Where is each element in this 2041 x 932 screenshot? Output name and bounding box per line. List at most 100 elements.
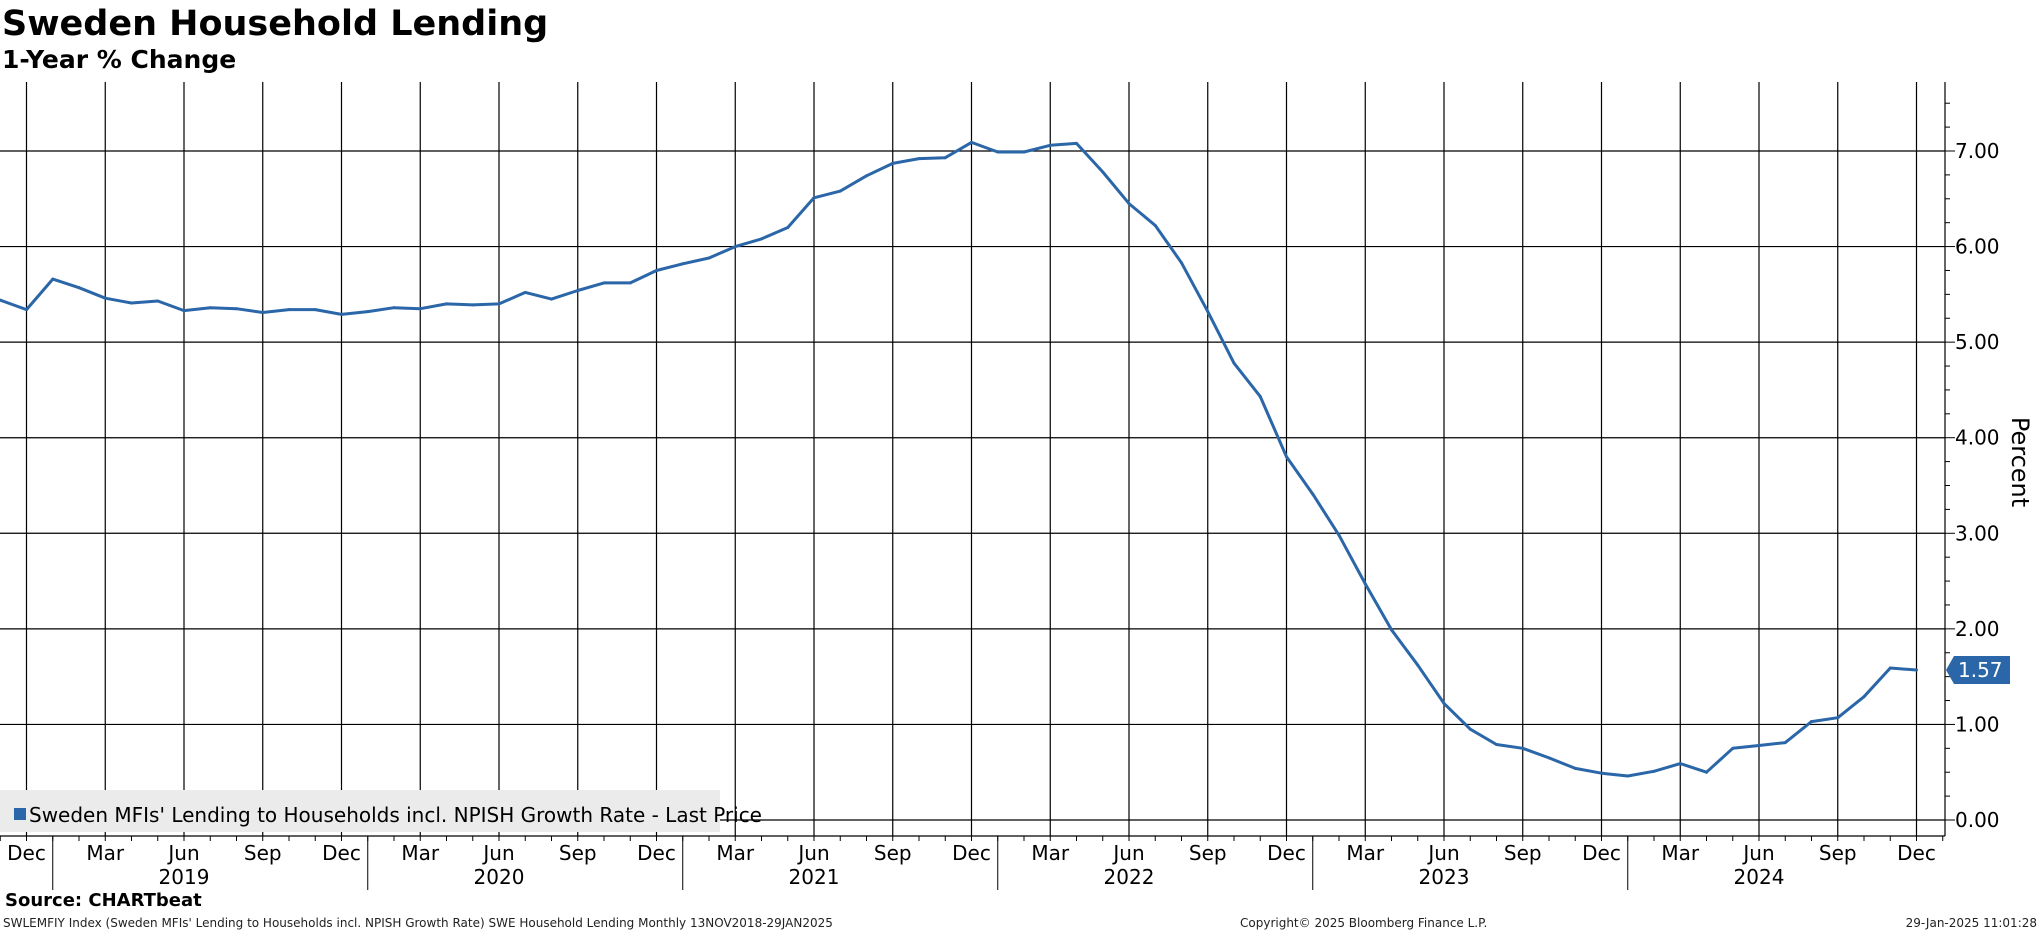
data-point	[602, 281, 606, 285]
legend-label: Sweden MFIs' Lending to Households incl.…	[29, 803, 762, 827]
x-tick-label: Dec	[1267, 841, 1306, 865]
footer-index-description: SWLEMFIY Index (Sweden MFIs' Lending to …	[3, 916, 833, 930]
footer-copyright: Copyright© 2025 Bloomberg Finance L.P.	[1240, 916, 1488, 930]
data-point	[1337, 533, 1341, 537]
last-value-badge	[1946, 655, 2010, 684]
data-point	[838, 189, 842, 193]
x-tick-label: Sep	[1819, 841, 1857, 865]
data-point	[655, 268, 658, 272]
data-point	[1888, 666, 1892, 670]
data-point	[1836, 716, 1840, 720]
data-point	[77, 286, 81, 290]
legend-swatch	[14, 808, 26, 820]
data-point	[1101, 170, 1105, 174]
data-point	[103, 296, 107, 300]
data-point	[1127, 202, 1131, 206]
data-point	[681, 262, 685, 266]
data-point	[340, 312, 343, 316]
x-tick-label: Sep	[1189, 841, 1227, 865]
data-point	[1442, 701, 1446, 705]
y-tick-label: 5.00	[1955, 330, 2000, 354]
data-point	[733, 245, 737, 249]
x-tick-label: Dec	[1897, 841, 1936, 865]
y-tick-label: 1.00	[1955, 712, 2000, 736]
series-points	[0, 140, 1918, 778]
data-point	[392, 306, 396, 310]
data-point	[812, 196, 816, 200]
last-value-label: 1.57	[1958, 658, 2003, 682]
x-tick-label: Jun	[166, 841, 199, 865]
data-point	[130, 301, 133, 305]
data-point	[1153, 224, 1157, 228]
year-label: 2024	[1734, 865, 1785, 889]
legend-background	[0, 790, 720, 832]
x-tick-label: Sep	[244, 841, 282, 865]
x-tick-label: Mar	[401, 841, 440, 865]
year-label: 2023	[1419, 865, 1470, 889]
data-point	[1705, 770, 1708, 774]
data-point	[51, 277, 55, 281]
data-point	[865, 174, 868, 178]
data-point	[1363, 582, 1367, 586]
data-point	[1731, 746, 1735, 750]
data-point	[996, 150, 1000, 154]
data-point	[970, 140, 973, 144]
data-point	[25, 308, 28, 312]
data-point	[1600, 771, 1603, 775]
y-tick-label: 4.00	[1955, 426, 2000, 450]
data-point	[1022, 150, 1026, 154]
data-point	[1915, 668, 1918, 672]
data-point	[208, 306, 212, 310]
x-tick-label: Dec	[7, 841, 46, 865]
data-point	[261, 311, 265, 315]
data-point	[628, 281, 632, 285]
x-tick-label: Mar	[1661, 841, 1700, 865]
year-label: 2019	[159, 865, 210, 889]
data-point	[1783, 741, 1787, 745]
data-point	[786, 225, 790, 229]
data-point	[497, 302, 501, 306]
data-point	[313, 308, 317, 312]
x-tick-label: Mar	[86, 841, 125, 865]
data-point	[1652, 769, 1656, 773]
x-tick-label: Mar	[716, 841, 755, 865]
chart-title: Sweden Household Lending	[2, 4, 549, 44]
data-point	[707, 256, 711, 260]
data-point	[1206, 310, 1210, 314]
data-point	[1232, 361, 1236, 365]
data-point	[156, 299, 160, 303]
data-point	[1048, 143, 1052, 147]
data-point	[1678, 762, 1682, 766]
data-point	[366, 310, 370, 314]
x-tick-label: Sep	[559, 841, 597, 865]
data-point	[1311, 492, 1315, 496]
x-tick-label: Jun	[1741, 841, 1774, 865]
data-point	[1468, 727, 1472, 731]
data-point	[1495, 742, 1498, 746]
x-tick-label: Mar	[1346, 841, 1385, 865]
source-note: Source: CHARTbeat	[5, 890, 202, 911]
data-point	[235, 307, 238, 311]
data-point	[1810, 720, 1813, 724]
x-tick-label: Dec	[322, 841, 361, 865]
data-point	[182, 309, 186, 313]
x-tick-label: Dec	[1582, 841, 1621, 865]
data-point	[943, 156, 947, 160]
y-tick-label: 3.00	[1955, 521, 2000, 545]
x-tick-label: Dec	[637, 841, 676, 865]
grid-lines	[0, 82, 1945, 836]
data-point	[1180, 261, 1183, 265]
x-tick-label: Dec	[952, 841, 991, 865]
data-point	[445, 302, 448, 306]
y-tick-label: 7.00	[1955, 139, 2000, 163]
x-tick-label: Sep	[874, 841, 912, 865]
data-point	[760, 237, 763, 241]
data-point	[1258, 395, 1262, 399]
series-line	[0, 140, 1917, 778]
y-tick-label: 2.00	[1955, 617, 2000, 641]
year-label: 2020	[474, 865, 525, 889]
x-tick-label: Jun	[1111, 841, 1144, 865]
data-point	[1626, 774, 1630, 778]
data-point	[471, 303, 475, 307]
